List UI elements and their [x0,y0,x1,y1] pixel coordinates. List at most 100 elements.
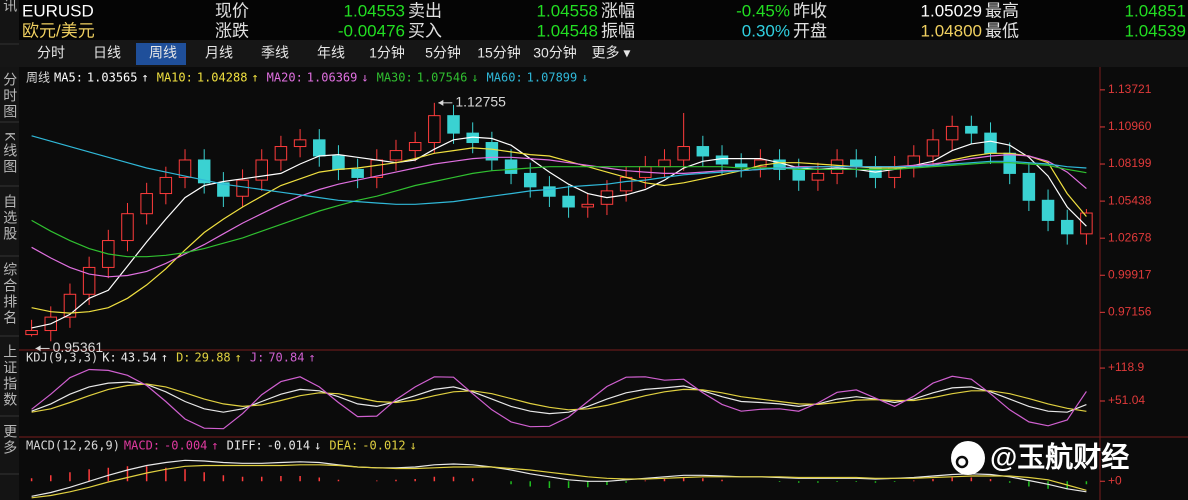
toolbar-tab[interactable]: 5分钟 [425,45,461,61]
sidebar-item[interactable]: 更多 [2,424,18,456]
sidebar-item[interactable]: 自选股 [2,194,18,242]
candle-body [965,125,978,134]
watermark-text: @玉航财经 [990,440,1129,472]
candle-body [1080,212,1093,235]
sidebar-item[interactable]: K线图 [2,132,18,175]
sidebar-item[interactable]: 分时图 [2,72,18,120]
candle-body [236,179,249,197]
candle-body [696,146,710,157]
candle-body [1022,172,1036,201]
candle-body [715,155,729,165]
legend-text: MA20: [267,71,303,85]
y-tick-label: 0.99917 [1108,267,1152,281]
legend-text: DEA: [329,439,358,453]
toolbar-tab[interactable]: 月线 [205,45,233,61]
candle-body [140,193,153,215]
quote-cell: 1.04539 [1125,21,1186,40]
candle-body [255,159,268,181]
legend-text: 29.88 [195,351,231,365]
toolbar-tab[interactable]: 更多 ▾ [592,45,631,61]
candle-body [754,159,767,168]
legend-text: D: [176,351,190,365]
legend-text: KDJ(9,3,3) [26,351,98,365]
candle-body [485,142,499,161]
candle-body [197,159,211,184]
y-tick-label: +118.9 [1108,360,1144,374]
candle-body [677,146,690,161]
quote-cell: 现价 [215,1,249,20]
legend-text: ↓ [581,71,588,85]
candle-body [428,115,441,144]
legend-text: -0.004 [164,439,207,453]
toolbar-tab[interactable]: 1分钟 [369,45,405,61]
toolbar-tab[interactable]: 周线 [149,45,177,61]
legend-text: MA60: [487,71,523,85]
quote-cell: 昨收 [793,1,827,20]
watermark: @玉航财经 [951,440,1129,475]
quote-cell: 涨跌 [215,21,249,40]
legend-text: J: [250,351,264,365]
candle-body [293,139,307,148]
ma-line [31,135,1087,205]
sidebar [0,0,19,500]
toolbar-tab[interactable]: 季线 [261,45,289,61]
watermark-logo-mark [955,455,969,469]
quote-bar [0,0,1188,40]
candle-body [850,159,863,168]
legend-text: MA30: [377,71,413,85]
toolbar-tab[interactable]: 年线 [317,45,345,61]
legend-text: 1.07546 [417,71,468,85]
y-tick-label: 1.02678 [1108,230,1152,244]
candle-body [25,330,38,336]
legend-text: 70.84 [268,351,304,365]
toolbar-tab[interactable]: 30分钟 [533,45,577,61]
legend-text: ↑ [142,71,149,85]
toolbar-tab[interactable]: 分时 [37,45,65,61]
legend-text: 周线 [26,71,50,85]
legend-text: 1.03565 [87,71,138,85]
legend-text: ↓ [314,439,321,453]
quote-cell: 1.05029 [921,1,982,20]
annotation-label: 1.12755 [455,94,506,110]
candle-body [792,168,805,181]
toolbar-tab[interactable]: 日线 [93,45,121,61]
y-tick-label: +0 [1108,473,1122,487]
candle-body [389,150,403,161]
candle-body [313,139,326,157]
candle-body [274,146,288,161]
candle-body [504,159,518,174]
quote-cell: 卖出 [408,1,442,20]
candle-body [332,155,345,170]
tab-selected-bg [136,43,186,65]
quote-cell: 1.04851 [1125,1,1186,20]
legend-text: -0.012 [362,439,405,453]
candle-body [159,176,173,195]
toolbar-tab[interactable]: 15分钟 [477,45,521,61]
sidebar-item[interactable]: 综合排名 [2,262,18,326]
legend-text: ↑ [211,439,218,453]
quote-cell: 振幅 [601,21,635,40]
macd-line [31,464,1087,499]
macd-line [31,459,1087,497]
candle-body [82,266,96,295]
sidebar-item[interactable]: 上证指数 [2,344,18,408]
y-tick-label: 1.05438 [1108,193,1152,207]
y-tick-label: 0.97156 [1108,305,1152,319]
quote-cell: 开盘 [793,21,827,40]
quote-cell: -0.45% [736,1,790,20]
quote-cell: 0.30% [742,21,790,40]
legend-text: ↓ [471,71,478,85]
candle-body [1060,219,1074,235]
quote-cell: -0.00476 [338,21,405,40]
legend-text: 1.07899 [527,71,578,85]
candle-body [658,159,671,168]
indicator-line [31,383,1087,413]
legend-text: ↑ [235,351,242,365]
ma-line [31,153,1087,278]
candle-body [178,159,192,178]
legend-text: 1.04288 [197,71,248,85]
legend-text: K: [102,351,116,365]
sidebar-item[interactable]: 资讯 [2,0,18,14]
ma-line [31,162,1087,258]
